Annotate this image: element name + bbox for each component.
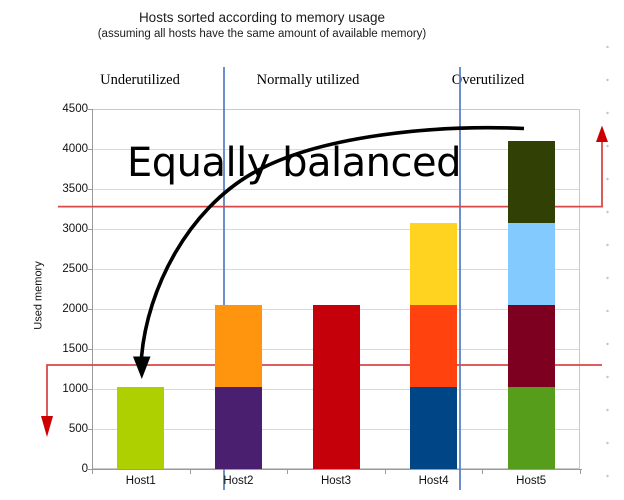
edge-dot [606, 144, 609, 148]
bar-segment-host2-1 [214, 387, 262, 469]
x-axis-line [86, 469, 582, 470]
bar-segment-host4-3 [410, 223, 458, 306]
chart-subtitle: (assuming all hosts have the same amount… [97, 28, 427, 40]
bar-segment-host1-1 [117, 387, 165, 469]
y-tick-label: 4500 [62, 102, 88, 115]
x-tick-label-host5: Host5 [516, 475, 547, 487]
y-tick-mark [86, 429, 92, 430]
x-tick-mark [189, 470, 191, 474]
x-tick-mark [287, 470, 289, 474]
bar-segment-host5-2 [507, 305, 555, 388]
edge-dot [606, 441, 609, 445]
y-tick-mark [86, 149, 92, 150]
gridline [93, 269, 579, 270]
y-tick-label: 3000 [62, 222, 88, 235]
bar-segment-host4-1 [410, 387, 458, 469]
bar-segment-host5-4 [507, 141, 555, 224]
edge-dot [606, 342, 609, 346]
utilization-divider-right [459, 67, 461, 490]
y-tick-label: 3500 [62, 182, 88, 195]
y-tick-label: 2500 [62, 262, 88, 275]
x-tick-label-host3: Host3 [320, 475, 352, 487]
edge-dot [606, 309, 609, 313]
bar-segment-host3-1 [312, 305, 360, 469]
region-label-normally-utilized: Normally utilized [256, 72, 360, 88]
threshold-arrow-up-icon [596, 125, 608, 142]
x-tick-mark [92, 470, 93, 474]
edge-dot [606, 210, 609, 214]
y-tick-mark [86, 469, 92, 470]
x-tick-mark [580, 470, 581, 474]
edge-dot [606, 177, 609, 181]
y-tick-mark [86, 229, 92, 230]
edge-dot [606, 375, 609, 379]
edge-dot [606, 78, 609, 82]
x-tick-label-host2: Host2 [223, 475, 254, 487]
x-tick-mark [482, 470, 484, 474]
edge-dot [606, 276, 609, 280]
y-tick-label: 1500 [62, 342, 88, 355]
x-tick-label-host1: Host1 [125, 475, 156, 487]
y-axis-line [92, 109, 93, 474]
y-tick-label: 500 [68, 422, 88, 435]
y-tick-mark [86, 189, 92, 190]
x-tick-mark [384, 470, 386, 474]
edge-dot [606, 111, 609, 115]
bar-segment-host5-1 [507, 387, 555, 469]
y-tick-label: 1000 [62, 382, 88, 395]
region-label-overutilized: Overutilized [451, 72, 525, 88]
region-label-underutilized: Underutilized [100, 72, 180, 88]
y-tick-label: 4000 [62, 142, 88, 155]
y-tick-mark [86, 349, 92, 350]
edge-dot [606, 243, 609, 247]
bar-segment-host2-2 [214, 305, 262, 388]
gridline [93, 229, 579, 230]
y-tick-mark [86, 309, 92, 310]
gridline [93, 189, 579, 190]
edge-dot [606, 408, 609, 412]
equally-balanced-annotation: Equally balanced [127, 140, 462, 186]
y-axis-title: Used memory [32, 261, 45, 330]
y-tick-mark [86, 109, 92, 110]
x-tick-label-host4: Host4 [418, 475, 449, 487]
edge-dot [606, 474, 609, 478]
chart-title: Hosts sorted according to memory usage [138, 10, 386, 25]
y-tick-label: 2000 [62, 302, 88, 315]
y-tick-label: 0 [81, 462, 88, 475]
y-tick-mark [86, 269, 92, 270]
edge-dot [606, 45, 609, 49]
bar-segment-host5-3 [507, 223, 555, 306]
y-tick-mark [86, 389, 92, 390]
bar-segment-host4-2 [410, 305, 458, 388]
